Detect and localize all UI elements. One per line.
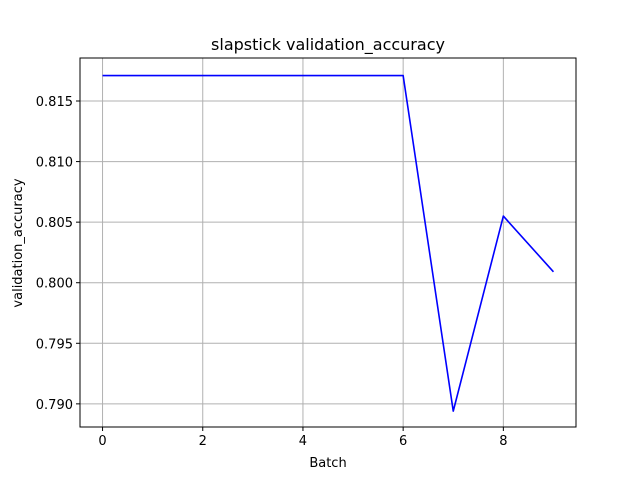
y-tick-label: 0.795 <box>36 337 73 352</box>
x-tick-label: 8 <box>499 434 507 449</box>
y-tick-label: 0.815 <box>36 95 73 110</box>
chart-title: slapstick validation_accuracy <box>211 35 445 55</box>
x-tick-label: 2 <box>199 434 207 449</box>
y-axis-label: validation_accuracy <box>11 178 26 307</box>
plot-frame <box>79 57 577 428</box>
grid-layer <box>80 58 576 427</box>
y-tick-label: 0.805 <box>36 216 73 231</box>
y-tick-label: 0.800 <box>36 277 73 292</box>
tick-layer: 0 2 4 6 8 0.790 0.795 0.800 0.805 0.810 0.815 <box>36 95 508 449</box>
x-tick-label: 0 <box>98 434 106 449</box>
series-layer <box>102 74 555 412</box>
x-axis-label: Batch <box>309 456 346 471</box>
x-tick-label: 6 <box>399 434 407 449</box>
y-tick-label: 0.810 <box>36 156 73 171</box>
y-tick-label: 0.790 <box>36 398 73 413</box>
series-line <box>102 74 555 412</box>
x-tick-label: 4 <box>299 434 307 449</box>
